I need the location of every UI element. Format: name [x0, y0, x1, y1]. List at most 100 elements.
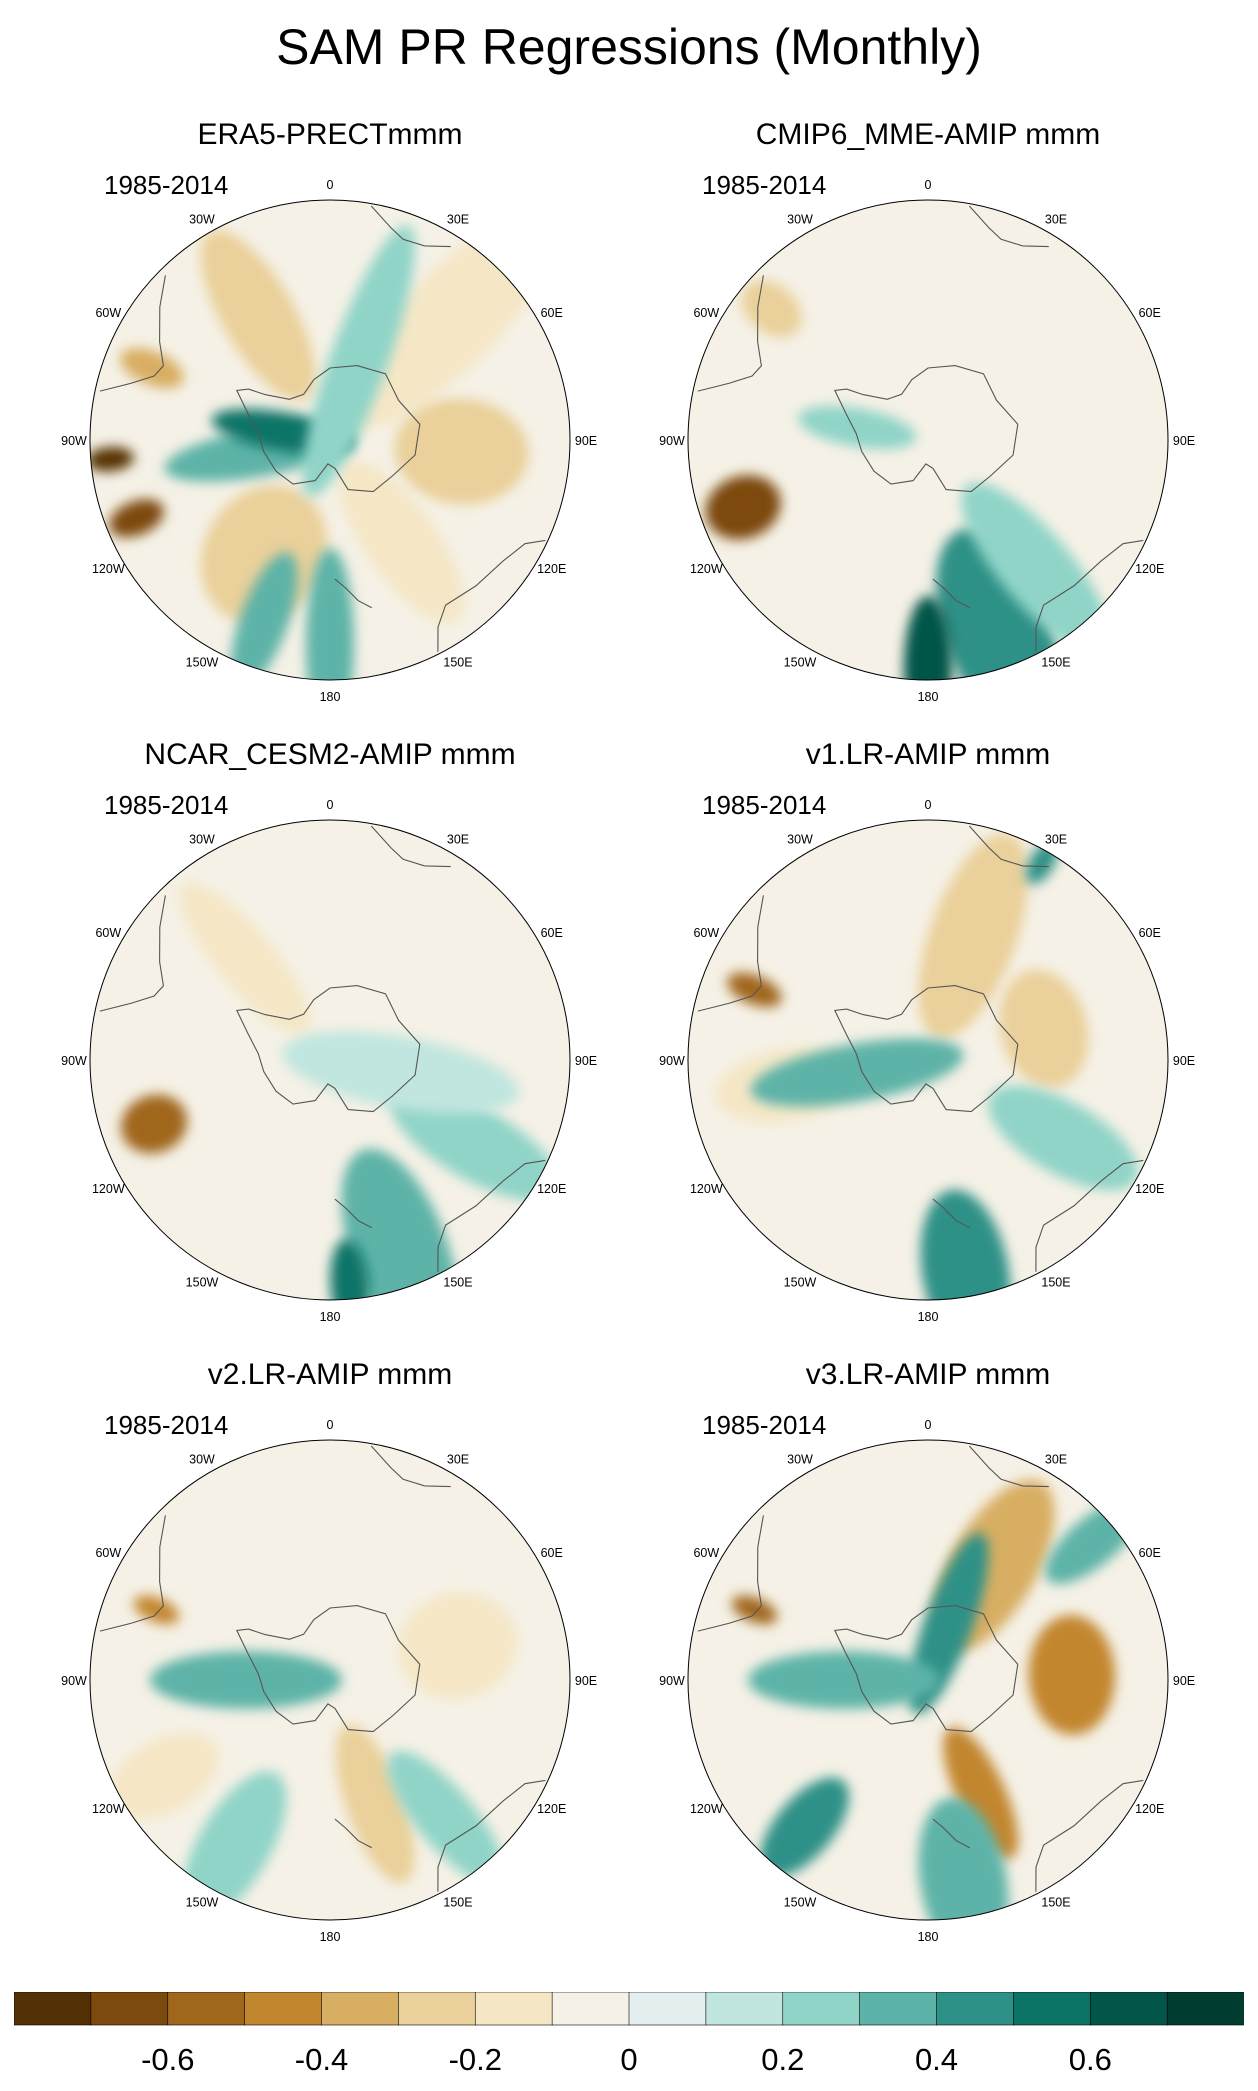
colorbar-box — [474, 1991, 553, 2026]
australia-coastline — [437, 1779, 546, 1892]
antarctica-coastline — [833, 985, 1019, 1113]
polar-map: 0 30E 60E 90E 120E 150E 180 150W 120W 90W 60W 30W — [61, 798, 597, 1324]
precip-anomaly — [988, 1085, 1139, 1191]
longitude-label: 90E — [1173, 1674, 1195, 1688]
precip-anomaly — [918, 833, 1028, 1039]
longitude-label: 120W — [690, 1182, 723, 1196]
colorbar-tick-label: -0.2 — [449, 2042, 502, 2077]
colorbar-box — [782, 1991, 861, 2026]
polar-map: 0 30E 60E 90E 120E 150E 180 150W 120W 90W 60W 30W — [659, 798, 1195, 1324]
precip-anomaly — [999, 969, 1089, 1088]
panel-title: v3.LR-AMIP mmm — [805, 1358, 1051, 1391]
longitude-label: 30W — [189, 1452, 215, 1466]
map-field — [90, 820, 570, 1300]
period-label: 1985-2014 — [104, 790, 229, 820]
longitude-label: 180 — [918, 690, 939, 704]
polar-map: 0 30E 60E 90E 120E 150E 180 150W 120W 90W 60W 30W — [61, 178, 597, 704]
longitude-label: 90E — [575, 1054, 597, 1068]
colorbar-tick-label: 0.2 — [761, 2042, 804, 2077]
period-label: 1985-2014 — [702, 790, 827, 820]
colorbar-tick-label: 0 — [620, 2042, 637, 2077]
africa-coastline — [968, 205, 1049, 248]
longitude-label: 90W — [61, 434, 87, 448]
australia-coastline — [1035, 1779, 1144, 1892]
precip-anomaly — [341, 1148, 459, 1300]
precip-anomaly — [179, 883, 311, 1035]
precip-anomaly — [120, 348, 184, 389]
precip-anomaly — [394, 398, 529, 505]
precip-anomaly — [727, 972, 782, 1008]
map-field — [688, 200, 1168, 680]
africa-coastline — [968, 825, 1049, 868]
panel-title: v2.LR-AMIP mmm — [207, 1358, 453, 1391]
new-zealand-coastline — [334, 1818, 373, 1849]
longitude-label: 150E — [1041, 1896, 1070, 1910]
longitude-label: 60E — [1139, 1546, 1161, 1560]
south-america-coastline — [99, 275, 166, 392]
longitude-label: 120E — [1135, 1802, 1164, 1816]
longitude-label: 120W — [690, 1802, 723, 1816]
longitude-label: 150E — [1041, 1276, 1070, 1290]
antarctica-coastline — [235, 1605, 421, 1733]
precip-anomaly — [282, 1031, 520, 1114]
longitude-label: 90W — [61, 1054, 87, 1068]
precip-anomaly — [961, 482, 1111, 655]
longitude-label: 30E — [1045, 1452, 1067, 1466]
antarctica-coastline — [833, 1605, 1019, 1733]
longitude-label: 120W — [92, 1182, 125, 1196]
period-label: 1985-2014 — [104, 1410, 229, 1440]
precip-anomaly — [920, 1189, 1011, 1300]
longitude-label: 60W — [693, 1546, 719, 1560]
new-zealand-coastline — [932, 1198, 971, 1229]
colorbar-box — [859, 1991, 938, 2026]
precip-anomaly — [797, 405, 917, 450]
precip-anomaly — [90, 447, 134, 472]
longitude-label: 120W — [92, 1802, 125, 1816]
longitude-label: 60E — [541, 1546, 563, 1560]
longitude-label: 30W — [787, 832, 813, 846]
longitude-label: 120E — [1135, 1182, 1164, 1196]
longitude-label: 60E — [1139, 306, 1161, 320]
longitude-label: 0 — [925, 178, 932, 192]
longitude-label: 150W — [784, 1276, 817, 1290]
antarctica-coastline — [235, 985, 421, 1113]
colorbar-box — [398, 1991, 477, 2026]
precip-anomaly — [397, 1592, 518, 1700]
precip-anomaly — [943, 1727, 1019, 1860]
colorbar-box — [13, 1991, 92, 2026]
longitude-label: 0 — [327, 178, 334, 192]
precip-anomaly — [302, 225, 415, 497]
longitude-label: 60W — [693, 306, 719, 320]
precip-anomaly — [760, 1777, 850, 1877]
map-field — [90, 200, 570, 680]
colorbar-box — [167, 1991, 246, 2026]
longitude-label: 60E — [1139, 926, 1161, 940]
map-border — [687, 199, 1169, 681]
antarctica-coastline — [235, 365, 421, 493]
longitude-label: 120E — [537, 562, 566, 576]
period-label: 1985-2014 — [702, 170, 827, 200]
colorbar-tick-label: 0.6 — [1069, 2042, 1112, 2077]
precip-anomaly — [918, 1797, 1009, 1920]
map-panel-v2-lr: v2.LR-AMIP mmm 1985-2014 0 30E 60E 90E 120E 150… — [30, 1358, 630, 1958]
precip-anomaly — [181, 1771, 287, 1920]
longitude-label: 30E — [447, 212, 469, 226]
new-zealand-coastline — [334, 1198, 373, 1229]
longitude-label: 120E — [537, 1182, 566, 1196]
period-label: 1985-2014 — [104, 170, 229, 200]
map-border — [89, 199, 571, 681]
longitude-label: 150W — [186, 1896, 219, 1910]
precip-anomaly — [904, 596, 952, 680]
precip-anomaly — [150, 1651, 342, 1709]
precip-anomaly — [1028, 1615, 1116, 1735]
colorbar-box — [90, 1991, 169, 2026]
longitude-label: 150W — [186, 656, 219, 670]
precip-anomaly — [750, 1038, 964, 1107]
precip-anomaly — [108, 499, 164, 538]
longitude-label: 150E — [443, 1896, 472, 1910]
map-panel-v3-lr: v3.LR-AMIP mmm 1985-2014 0 30E 60E 90E 120E 150… — [628, 1358, 1228, 1958]
longitude-label: 30E — [447, 1452, 469, 1466]
map-border — [687, 819, 1169, 1301]
new-zealand-coastline — [932, 578, 971, 609]
longitude-label: 150E — [443, 656, 472, 670]
